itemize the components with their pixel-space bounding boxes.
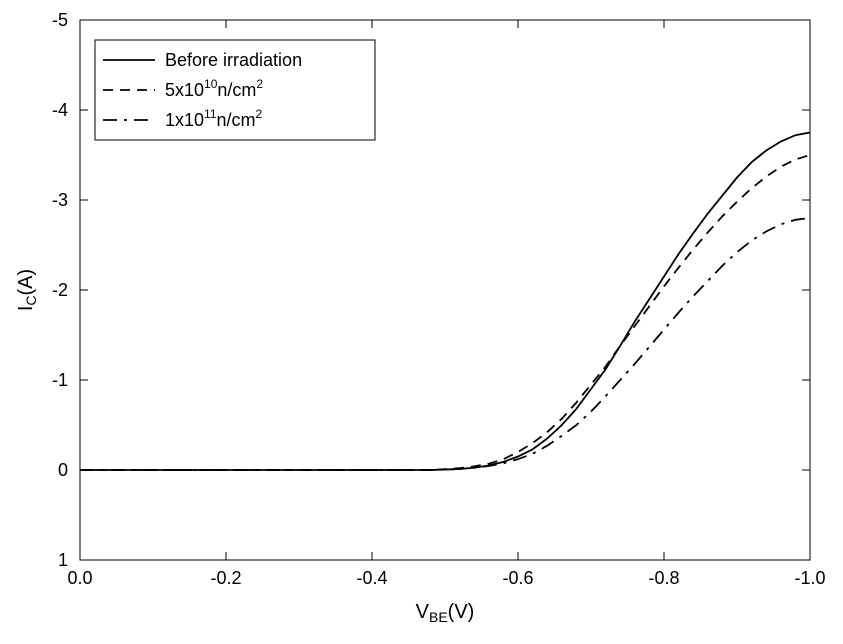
x-tick-label: -0.8	[648, 568, 679, 588]
x-tick-label: -0.6	[502, 568, 533, 588]
x-tick-label: -0.2	[210, 568, 241, 588]
y-tick-label: -1	[52, 370, 68, 390]
x-tick-label: -0.4	[356, 568, 387, 588]
chart-container: 0.0-0.2-0.4-0.6-0.8-1.0-5-4-3-2-101VBE(V…	[0, 0, 843, 644]
y-tick-label: -5	[52, 10, 68, 30]
y-tick-label: -3	[52, 190, 68, 210]
x-tick-label: -1.0	[794, 568, 825, 588]
y-tick-label: 0	[58, 460, 68, 480]
y-tick-label: -2	[52, 280, 68, 300]
legend: Before irradiation5x1010n/cm21x1011n/cm2	[95, 40, 375, 140]
y-tick-label: -4	[52, 100, 68, 120]
x-tick-label: 0.0	[67, 568, 92, 588]
legend-label-before: Before irradiation	[165, 50, 302, 70]
y-tick-label: 1	[58, 550, 68, 570]
line-chart: 0.0-0.2-0.4-0.6-0.8-1.0-5-4-3-2-101VBE(V…	[0, 0, 843, 644]
